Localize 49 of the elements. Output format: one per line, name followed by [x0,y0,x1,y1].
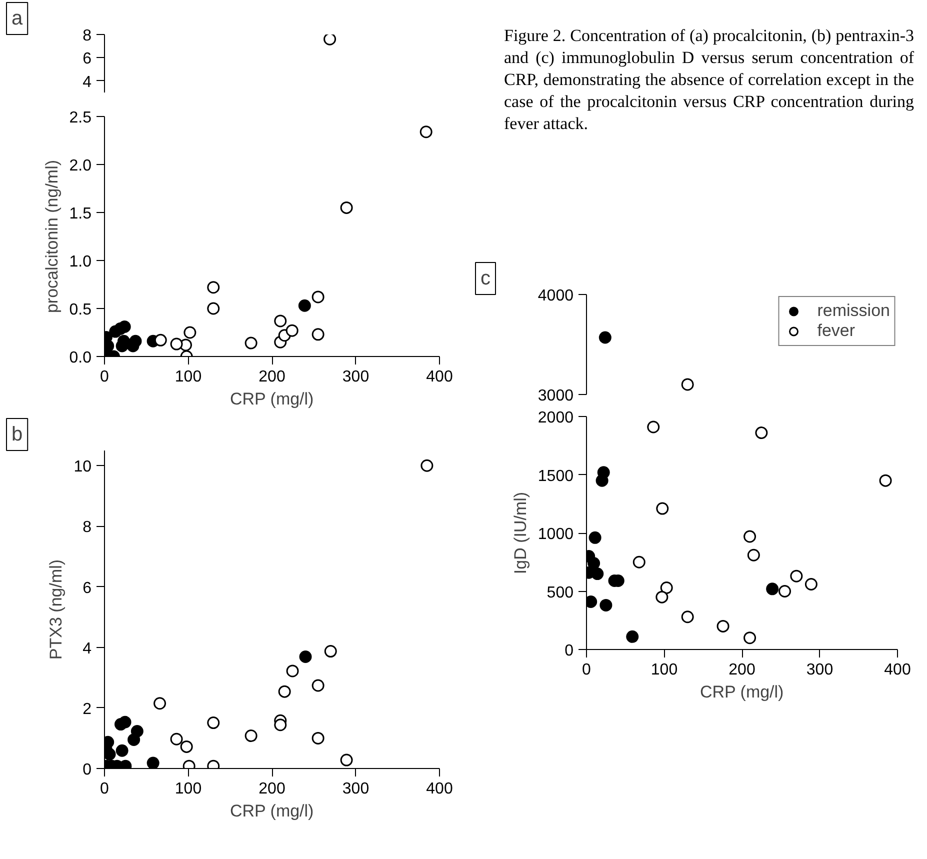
x-tick-label: 0 [582,662,592,678]
y-tick-label: 4000 [538,288,574,304]
x-tick-label: 300 [342,368,370,386]
x-tick-label: 0 [100,780,110,798]
x-tick-label: 200 [258,368,286,386]
text: c [480,268,490,290]
y-tick-label: 0 [82,762,92,778]
x-tick-label: 400 [426,780,453,798]
x-tick-label: 400 [426,368,453,386]
y-tick-label: 500 [546,584,574,602]
y-tick-label: 0 [564,642,574,660]
y-tick-label: 6 [82,580,92,597]
y-tick-label: 6 [82,50,92,68]
y-tick-label: 1.0 [69,254,92,270]
x-tick-label: 300 [342,780,370,798]
y-tick-label: 10 [74,458,92,476]
x-axis-title: CRP (mg/l) [230,390,314,408]
x-tick-label: 200 [728,662,756,678]
y-tick-label: 8 [82,28,92,44]
text: b [12,424,23,446]
y-tick-label: 1.5 [69,206,92,222]
y-tick-label: 1500 [538,468,574,485]
caption: Figure 2. Concentration of (a) procalcitonin, (b) pentraxin-3 and (c) immunoglobulin D versus serum concentration of CRP, demonstrating the absence of correlation except in the case of the procalcitonin versus CRP concentration during fever attack. [504,25,914,135]
y-tick-label: 4 [82,640,92,658]
y-tick-label: 1000 [538,526,574,543]
y-tick-label: 2000 [538,410,574,426]
y-tick-label: 0.5 [69,302,92,318]
y-tick-label: 3000 [538,388,574,404]
legend-label: fever [817,321,856,341]
x-tick-label: 200 [258,780,286,798]
y-tick-label: 0.0 [69,350,92,366]
legend-label: remission [817,301,890,321]
x-tick-label: 100 [174,780,202,798]
x-tick-label: 100 [650,662,678,678]
y-tick-label: 2.0 [69,158,92,174]
y-tick-label: 8 [82,519,92,536]
y-axis-title: procalcitonin (ng/ml) [42,160,62,314]
x-tick-label: 0 [100,368,110,386]
y-axis-title: PTX3 (ng/ml) [46,559,66,660]
x-tick-label: 100 [174,368,202,386]
x-axis-title: CRP (mg/l) [700,682,784,702]
y-axis-title: IgD (IU/ml) [510,492,530,574]
y-tick-label: 2.5 [69,110,92,126]
text: a [12,8,24,30]
y-tick-label: 2 [82,700,92,718]
x-tick-label: 400 [884,662,911,678]
x-axis-title: CRP (mg/l) [230,802,314,820]
x-tick-label: 300 [806,662,834,678]
y-tick-label: 4 [82,74,92,91]
